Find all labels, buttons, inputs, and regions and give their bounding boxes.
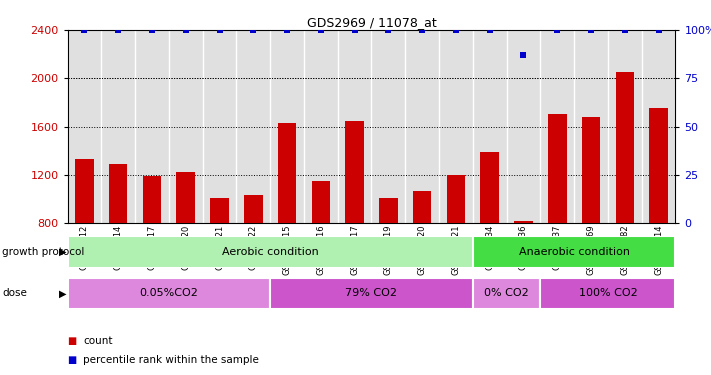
Point: [282, 27, 293, 33]
Bar: [135, 30, 169, 223]
Bar: [439, 30, 473, 223]
Bar: [379, 198, 397, 223]
Bar: [270, 278, 473, 309]
Text: Anaerobic condition: Anaerobic condition: [518, 247, 630, 257]
Bar: [311, 181, 330, 223]
Bar: [244, 195, 262, 223]
Text: Aerobic condition: Aerobic condition: [222, 247, 319, 257]
Text: 0% CO2: 0% CO2: [484, 288, 529, 298]
Bar: [649, 108, 668, 223]
Point: [653, 27, 664, 33]
Point: [518, 52, 529, 58]
Bar: [143, 176, 161, 223]
Bar: [540, 30, 574, 223]
Bar: [203, 30, 236, 223]
Point: [315, 27, 326, 33]
Bar: [608, 30, 641, 223]
Text: 0.05%CO2: 0.05%CO2: [139, 288, 198, 298]
Text: ▶: ▶: [59, 247, 67, 257]
Bar: [481, 152, 499, 223]
Text: ▶: ▶: [59, 288, 67, 298]
Point: [146, 27, 158, 33]
Point: [79, 27, 90, 33]
Bar: [338, 30, 371, 223]
Bar: [68, 278, 270, 309]
Bar: [270, 30, 304, 223]
Bar: [473, 278, 540, 309]
Bar: [582, 117, 600, 223]
Point: [247, 27, 259, 33]
Point: [450, 27, 461, 33]
Bar: [68, 30, 102, 223]
Bar: [101, 30, 135, 223]
Bar: [405, 30, 439, 223]
Bar: [68, 236, 473, 268]
Point: [180, 27, 191, 33]
Bar: [304, 30, 338, 223]
Bar: [176, 172, 195, 223]
Bar: [371, 30, 405, 223]
Point: [585, 27, 597, 33]
Text: growth protocol: growth protocol: [2, 247, 85, 257]
Bar: [616, 72, 634, 223]
Bar: [574, 30, 608, 223]
Bar: [514, 221, 533, 223]
Text: 79% CO2: 79% CO2: [346, 288, 397, 298]
Point: [552, 27, 563, 33]
Point: [383, 27, 394, 33]
Title: GDS2969 / 11078_at: GDS2969 / 11078_at: [306, 16, 437, 29]
Point: [484, 27, 496, 33]
Point: [214, 27, 225, 33]
Bar: [346, 120, 364, 223]
Bar: [548, 114, 567, 223]
Bar: [236, 30, 270, 223]
Text: percentile rank within the sample: percentile rank within the sample: [83, 355, 259, 365]
Bar: [278, 123, 296, 223]
Bar: [473, 236, 675, 268]
Point: [417, 27, 428, 33]
Point: [619, 27, 631, 33]
Text: ■: ■: [68, 355, 77, 365]
Bar: [413, 190, 432, 223]
Bar: [506, 30, 540, 223]
Text: ■: ■: [68, 336, 77, 346]
Bar: [540, 278, 675, 309]
Bar: [109, 164, 127, 223]
Point: [112, 27, 124, 33]
Bar: [169, 30, 203, 223]
Text: count: count: [83, 336, 112, 346]
Bar: [473, 30, 506, 223]
Text: dose: dose: [2, 288, 27, 298]
Point: [349, 27, 360, 33]
Bar: [210, 198, 229, 223]
Bar: [641, 30, 675, 223]
Bar: [447, 175, 465, 223]
Bar: [75, 159, 94, 223]
Text: 100% CO2: 100% CO2: [579, 288, 637, 298]
